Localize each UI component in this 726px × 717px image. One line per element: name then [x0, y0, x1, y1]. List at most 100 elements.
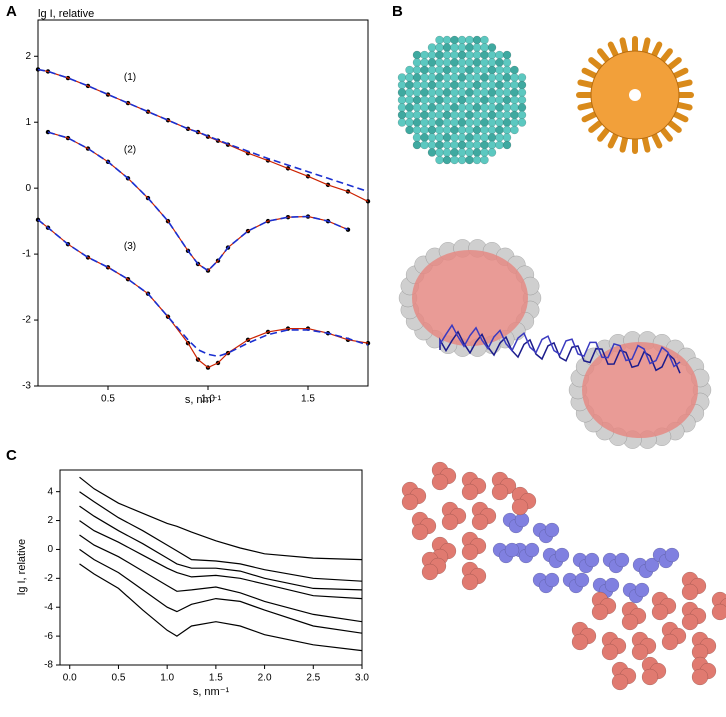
- x-tick-label: 2.5: [306, 673, 320, 684]
- protein-sphere: [427, 118, 437, 127]
- protein-sphere: [405, 88, 414, 97]
- protein-sphere: [450, 80, 459, 90]
- protein-sphere: [472, 65, 482, 75]
- blue-bead: [574, 572, 590, 588]
- protein-sphere: [465, 80, 474, 90]
- protein-sphere: [457, 73, 467, 82]
- particle-core: [582, 342, 698, 438]
- protein-sphere: [412, 50, 422, 60]
- red-bead: [511, 498, 529, 516]
- curve-annotation: (1): [124, 72, 136, 83]
- x-tick-label: 1.5: [301, 394, 315, 405]
- protein-sphere: [472, 95, 482, 105]
- protein-sphere: [442, 65, 452, 75]
- y-tick-label: 0: [25, 183, 31, 194]
- protein-sphere: [442, 140, 452, 150]
- protein-sphere: [495, 103, 504, 112]
- protein-sphere: [435, 103, 444, 112]
- protein-sphere: [420, 118, 429, 127]
- protein-sphere: [442, 148, 452, 157]
- protein-sphere: [457, 110, 467, 120]
- blue-bead: [604, 577, 620, 593]
- protein-sphere: [480, 43, 489, 52]
- blue-bead: [614, 552, 630, 568]
- curve: [79, 505, 363, 591]
- curve: [79, 491, 363, 582]
- blue-bead: [514, 512, 530, 528]
- blue-bead: [664, 547, 680, 563]
- protein-sphere: [427, 125, 437, 135]
- protein-sphere: [517, 103, 527, 112]
- protein-sphere: [487, 50, 497, 60]
- protein-sphere: [487, 43, 497, 52]
- protein-sphere: [472, 73, 482, 82]
- protein-sphere: [450, 73, 459, 82]
- blue-bead: [544, 572, 560, 588]
- protein-sphere: [457, 103, 467, 112]
- protein-sphere: [465, 110, 474, 120]
- protein-sphere: [495, 140, 504, 150]
- protein-sphere: [472, 133, 482, 142]
- protein-sphere: [465, 50, 474, 60]
- y-tick-label: -3: [22, 381, 31, 392]
- protein-sphere: [442, 50, 452, 60]
- protein-sphere: [412, 88, 422, 97]
- protein-sphere: [442, 43, 452, 52]
- protein-sphere: [412, 140, 422, 150]
- protein-sphere: [495, 73, 504, 82]
- protein-sphere: [405, 73, 414, 82]
- protein-sphere: [405, 65, 414, 75]
- protein-sphere: [450, 35, 459, 45]
- red-bead: [441, 513, 459, 531]
- red-bead: [401, 493, 419, 511]
- protein-sphere: [487, 88, 497, 97]
- protein-sphere: [502, 88, 512, 97]
- protein-sphere: [412, 80, 422, 90]
- protein-sphere: [450, 155, 459, 165]
- x-tick-label: 1.0: [160, 673, 174, 684]
- protein-sphere: [450, 65, 459, 75]
- protein-sphere: [435, 155, 444, 165]
- protein-sphere: [480, 50, 489, 60]
- protein-sphere: [487, 73, 497, 82]
- protein-sphere: [472, 118, 482, 127]
- protein-sphere: [457, 35, 467, 45]
- protein-sphere: [517, 118, 527, 127]
- protein-sphere: [412, 65, 422, 75]
- protein-sphere: [435, 110, 444, 120]
- curve: [79, 563, 363, 652]
- protein-sphere: [472, 80, 482, 90]
- protein-sphere: [420, 80, 429, 90]
- x-tick-label: 2.0: [258, 673, 272, 684]
- protein-sphere: [450, 110, 459, 120]
- protein-sphere: [435, 65, 444, 75]
- protein-sphere: [420, 58, 429, 67]
- y-tick-label: 0: [47, 544, 53, 555]
- protein-sphere: [457, 58, 467, 67]
- protein-sphere: [450, 118, 459, 127]
- protein-sphere: [405, 118, 414, 127]
- protein-sphere: [465, 65, 474, 75]
- protein-sphere: [420, 133, 429, 142]
- panel-label: A: [6, 3, 17, 20]
- red-bead: [461, 573, 479, 591]
- curve-annotation: (3): [124, 241, 136, 252]
- protein-sphere: [397, 73, 407, 82]
- protein-sphere: [435, 88, 444, 97]
- x-tick-label: 3.0: [355, 673, 369, 684]
- x-tick-label: 0.5: [101, 394, 115, 405]
- y-tick-label: -8: [44, 660, 53, 671]
- protein-sphere: [517, 88, 527, 97]
- protein-sphere: [457, 155, 467, 165]
- red-bead: [641, 668, 659, 686]
- protein-sphere: [495, 65, 504, 75]
- red-bead: [461, 543, 479, 561]
- protein-sphere: [435, 140, 444, 150]
- panel-label: B: [392, 3, 403, 20]
- red-bead: [491, 483, 509, 501]
- red-bead: [691, 668, 709, 686]
- protein-sphere: [480, 35, 489, 45]
- protein-sphere: [510, 65, 519, 75]
- red-bead: [711, 603, 726, 621]
- protein-sphere: [442, 118, 452, 127]
